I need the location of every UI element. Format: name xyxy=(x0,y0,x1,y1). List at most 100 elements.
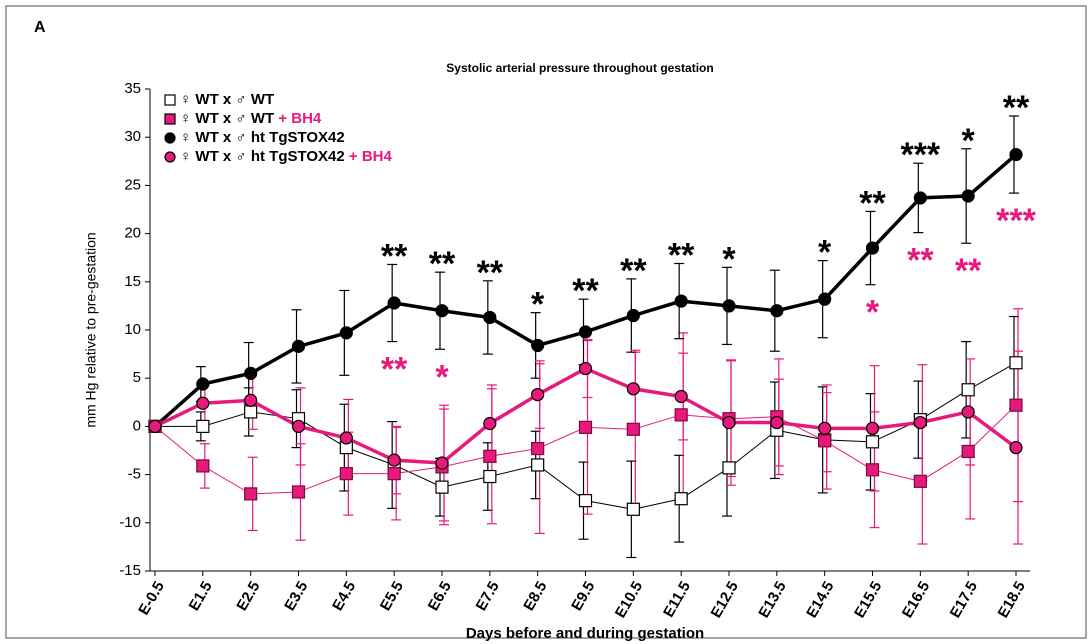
significance-mark: *** xyxy=(996,202,1036,240)
legend-entry: ♀ WT x ♂ ht TgSTOX42 + BH4 xyxy=(180,148,393,165)
y-tick-label: -5 xyxy=(128,466,141,483)
marker xyxy=(913,191,927,205)
y-tick-label: 30 xyxy=(124,128,141,145)
marker xyxy=(865,463,880,477)
marker xyxy=(865,241,880,255)
significance-mark: ** xyxy=(429,245,456,283)
significance-mark: ** xyxy=(907,242,934,280)
legend-name: ♀ WT x ♂ WT xyxy=(180,91,274,108)
marker xyxy=(244,487,258,501)
marker xyxy=(865,421,880,435)
marker xyxy=(435,304,449,318)
significance-mark: ** xyxy=(381,351,408,389)
marker xyxy=(626,382,640,396)
chart-title: Systolic arterial pressure throughout ge… xyxy=(446,61,713,75)
significance-mark: * xyxy=(818,234,832,272)
marker xyxy=(1009,356,1023,370)
legend-name: ♀ WT x ♂ ht TgSTOX42 xyxy=(180,129,345,146)
marker xyxy=(913,474,927,488)
marker xyxy=(387,296,401,310)
significance-mark: ** xyxy=(668,236,695,274)
marker xyxy=(1009,441,1023,455)
marker xyxy=(244,405,258,419)
y-tick-label: 0 xyxy=(133,417,141,434)
legend-entry: ♀ WT x ♂ ht TgSTOX42 xyxy=(180,129,345,146)
marker xyxy=(626,308,640,323)
marker xyxy=(770,415,784,430)
significance-mark: ** xyxy=(620,252,647,290)
marker xyxy=(961,444,975,459)
significance-mark: *** xyxy=(900,136,940,174)
marker xyxy=(148,419,162,433)
y-tick-label: 35 xyxy=(124,80,141,97)
marker xyxy=(435,480,449,494)
y-tick-label: -15 xyxy=(119,562,141,579)
marker xyxy=(674,389,688,404)
marker xyxy=(626,502,640,516)
marker xyxy=(435,456,449,470)
y-tick-label: 15 xyxy=(124,273,141,290)
significance-mark: ** xyxy=(381,237,408,275)
marker xyxy=(674,408,688,422)
marker xyxy=(339,467,353,481)
legend-entry: ♀ WT x ♂ WT + BH4 xyxy=(180,110,322,127)
significance-mark: ** xyxy=(955,252,982,290)
marker xyxy=(913,415,927,430)
marker xyxy=(483,310,497,325)
significance-mark: ** xyxy=(1003,89,1030,127)
significance-mark: ** xyxy=(859,184,886,222)
marker xyxy=(818,434,832,448)
marker xyxy=(387,467,401,481)
marker xyxy=(339,326,353,340)
marker xyxy=(961,405,975,419)
marker xyxy=(578,420,593,434)
marker xyxy=(674,294,688,308)
marker xyxy=(531,338,545,353)
marker xyxy=(1009,398,1023,412)
marker xyxy=(339,431,353,445)
marker xyxy=(722,299,736,313)
x-axis-label: Days before and during gestation xyxy=(466,625,704,642)
legend-treatment: + BH4 xyxy=(349,148,393,165)
legend-marker xyxy=(164,94,176,106)
marker xyxy=(483,416,497,431)
marker xyxy=(244,393,258,407)
marker xyxy=(578,325,593,339)
legend-name: ♀ WT x ♂ WT xyxy=(180,110,274,127)
significance-mark: ** xyxy=(572,272,599,310)
marker xyxy=(722,415,736,430)
marker xyxy=(291,485,306,499)
marker xyxy=(818,292,832,306)
significance-mark: * xyxy=(962,122,976,160)
marker xyxy=(674,492,688,506)
marker xyxy=(961,383,975,397)
panel-label: A xyxy=(34,19,46,36)
marker xyxy=(483,469,497,484)
legend-name: ♀ WT x ♂ ht TgSTOX42 xyxy=(180,148,345,165)
marker xyxy=(531,387,545,402)
significance-mark: * xyxy=(866,294,880,332)
marker xyxy=(196,396,210,410)
y-axis-label: mm Hg relative to pre-gestation xyxy=(83,232,99,427)
y-tick-label: 25 xyxy=(124,176,141,193)
legend-marker xyxy=(164,132,176,144)
marker xyxy=(961,189,975,203)
marker xyxy=(531,441,545,456)
y-tick-label: 5 xyxy=(133,369,141,386)
marker xyxy=(865,435,880,449)
marker xyxy=(483,449,497,463)
legend-marker xyxy=(164,113,176,125)
marker xyxy=(578,361,593,376)
legend-marker xyxy=(164,151,176,163)
significance-mark: ** xyxy=(477,254,504,292)
marker xyxy=(531,458,545,472)
marker xyxy=(722,461,736,475)
frame xyxy=(5,5,1087,639)
y-tick-label: 20 xyxy=(124,225,141,242)
marker xyxy=(1009,147,1023,162)
marker xyxy=(196,377,210,391)
marker xyxy=(244,366,258,380)
marker xyxy=(291,339,306,353)
marker xyxy=(387,453,401,467)
